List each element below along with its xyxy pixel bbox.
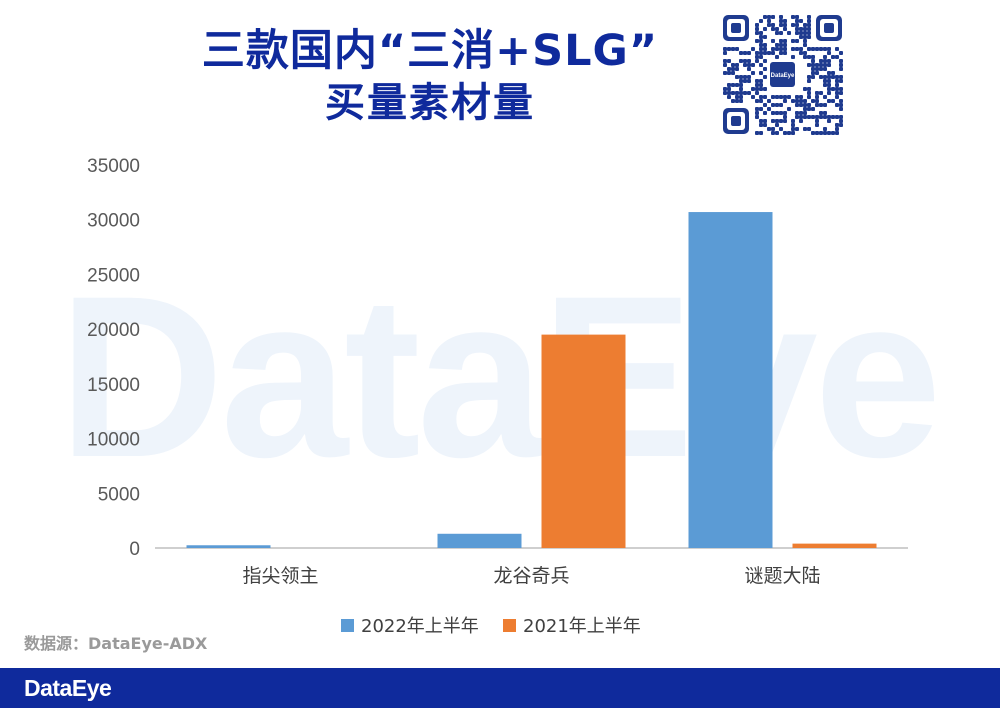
y-tick-label: 35000 [87,156,140,177]
x-category-label: 龙谷奇兵 [493,565,569,587]
y-tick-label: 15000 [87,375,140,396]
footer-bar: DataEye [0,668,1000,708]
y-axis: 0 5000 10000 15000 20000 25000 30000 35000 [87,156,140,560]
y-tick-label: 5000 [98,484,140,505]
bar-chart: 0 5000 10000 15000 20000 25000 30000 35000 指尖领主… [87,156,908,637]
title-line-2: 买量素材量 [325,80,535,126]
bar-2021h1-3 [792,543,877,548]
y-tick-label: 25000 [87,265,140,286]
chart-title: 三款国内“三消+SLG” 买量素材量 [150,24,710,128]
qr-center-logo: DataEye [768,60,797,89]
dataeye-watermark: DataEye [58,248,942,505]
y-tick-label: 10000 [87,430,140,451]
legend-label-1: 2022年上半年 [361,616,479,637]
bar-2022h1-1 [186,545,271,548]
x-category-label: 指尖领主 [242,565,318,587]
legend: 2022年上半年 2021年上半年 [341,616,641,637]
bars [186,212,877,548]
bar-2022h1-3 [688,212,773,548]
footer-brand-logo: DataEye [24,675,112,701]
y-tick-label: 0 [129,539,140,560]
x-category-label: 谜题大陆 [744,565,820,587]
y-tick-label: 30000 [87,211,140,232]
data-source-note: 数据源：DataEye-ADX [24,634,208,653]
legend-swatch-2 [503,619,516,632]
qr-code-image: DataEye [720,12,845,137]
qr-finder-bottom-left [723,108,749,134]
title-line-1: 三款国内“三消+SLG” [201,26,659,76]
qr-center-label: DataEye [771,73,795,79]
legend-swatch-1 [341,619,354,632]
legend-label-2: 2021年上半年 [523,616,641,637]
qr-finder-top-right [816,15,842,41]
bar-2021h1-2 [541,334,626,548]
y-tick-label: 20000 [87,320,140,341]
bar-2022h1-2 [437,533,522,548]
x-axis: 指尖领主 龙谷奇兵 谜题大陆 [155,547,908,587]
qr-finder-top-left [723,15,749,41]
